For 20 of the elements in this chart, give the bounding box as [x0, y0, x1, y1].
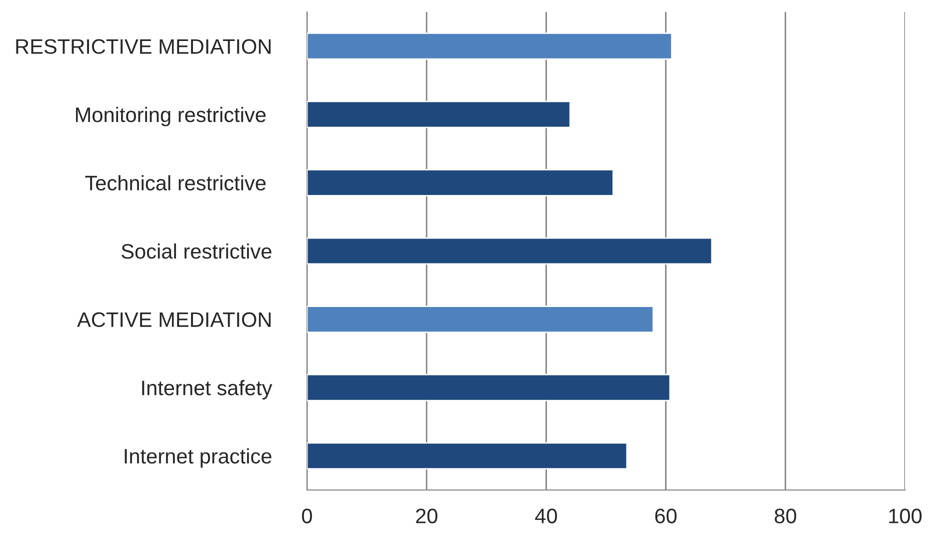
x-tick-label: 20: [416, 508, 438, 524]
y-tick-label: Social restrictive: [122, 243, 272, 259]
x-tick-label: 0: [302, 508, 312, 524]
bar: [307, 374, 671, 402]
bar: [307, 169, 614, 196]
bar: [307, 306, 654, 333]
bar: [307, 442, 628, 470]
y-tick-label: ACTIVE MEDIATION: [77, 312, 271, 328]
bar: [307, 100, 571, 128]
x-tick-label: 60: [655, 508, 677, 524]
bar: [307, 32, 672, 60]
x-tick-label: 80: [774, 508, 796, 524]
x-tick-label: 40: [535, 508, 557, 524]
bar: [307, 237, 713, 265]
y-tick-label: Technical restrictive: [85, 175, 266, 190]
y-tick-label: Internet safety: [142, 380, 272, 400]
y-tick-label: RESTRICTIVE MEDIATION: [16, 39, 271, 54]
x-tick-label: 100: [889, 508, 922, 524]
y-tick-label: Monitoring restrictive: [76, 106, 266, 126]
y-tick-label: Internet practice: [124, 448, 272, 468]
